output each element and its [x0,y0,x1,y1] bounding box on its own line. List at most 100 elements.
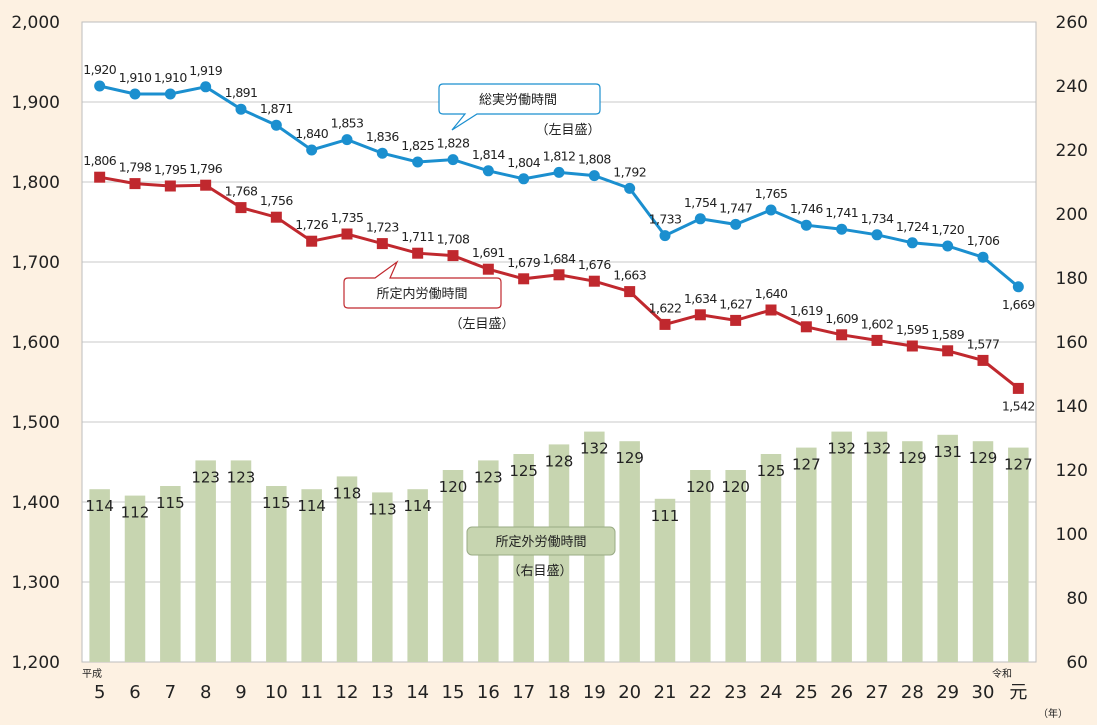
total-hours-point [800,219,812,231]
line-data-label: 1,806 [83,153,116,168]
scheduled-hours-point [977,354,989,366]
line-data-label: 1,706 [967,233,1000,248]
line-data-label: 1,808 [578,152,611,167]
line-data-label: 1,634 [684,291,717,306]
overtime-bars [89,431,1029,662]
overtime-bar [442,470,464,662]
overtime-bar [336,476,358,662]
total-hours-point [588,170,600,182]
scheduled-hours-point [588,275,600,287]
callout-overtime-hours: 所定外労働時間 （右目盛） [466,526,616,579]
overtime-bar [372,492,393,662]
overtime-bar [478,460,499,662]
era-start-label: 平成 [82,668,102,680]
x-tick-label: 19 [583,682,606,703]
scheduled-hours-point [129,178,141,190]
overtime-bar [831,431,852,662]
total-hours-point [376,147,388,159]
left-tick-label: 1,700 [11,253,60,273]
overtime-bar-label: 123 [227,468,256,486]
total-hours-point [942,240,954,252]
overtime-bar [89,489,110,662]
x-tick-label: 16 [477,682,500,703]
x-tick-label: 20 [618,682,641,703]
total-hours-point [836,223,848,235]
total-hours-point [306,144,318,156]
line-data-label: 1,814 [472,147,505,162]
x-tick-label: 30 [972,682,995,703]
total-hours-point [977,251,989,263]
overtime-bar-label: 127 [1004,456,1033,474]
callout-total-hours-title: 総実労働時間 [479,92,557,108]
scheduled-hours-point [270,211,282,223]
x-tick-label: 28 [901,682,924,703]
total-hours-point [1012,281,1024,293]
line-data-label: 1,804 [507,155,540,170]
scheduled-hours-point [447,250,459,262]
overtime-bar [866,431,888,662]
callout-scheduled-hours: 所定内労働時間 （左目盛） [343,260,515,332]
overtime-bar-label: 129 [969,449,998,467]
line-data-label: 1,910 [154,70,187,85]
callout-total-hours-axis-note: （左目盛） [535,123,600,138]
overtime-bar-label: 129 [615,449,644,467]
right-tick-label: 100 [1056,525,1088,545]
x-tick-label: 11 [300,682,323,703]
x-tick-label: 17 [512,682,535,703]
scheduled-hours-point [553,269,565,281]
line-data-label: 1,622 [649,300,682,315]
line-data-label: 1,663 [613,268,646,283]
line-data-label: 1,619 [790,303,823,318]
line-data-label: 1,726 [295,217,328,232]
right-tick-label: 200 [1056,205,1088,225]
scheduled-hours-point [659,318,671,330]
line-data-label: 1,840 [295,126,328,141]
line-data-label: 1,768 [225,184,258,199]
overtime-bar [301,489,322,662]
callout-overtime-hours-axis-note: （右目盛） [507,564,572,579]
x-tick-label: 14 [406,682,429,703]
x-tick-label: 18 [548,682,571,703]
line-data-label: 1,577 [967,336,1000,351]
right-axis-ticks: 60 80 100 120 140 160 180 200 220 240 260 [1056,13,1088,673]
left-tick-label: 2,000 [11,13,60,33]
line-data-label: 1,796 [189,161,222,176]
overtime-bar-label: 114 [297,497,326,515]
overtime-bar [690,470,711,662]
line-data-label: 1,640 [755,286,788,301]
line-data-label: 1,756 [260,193,293,208]
scheduled-hours-point [694,309,706,321]
x-tick-label: 27 [866,682,889,703]
total-hours-point [694,213,706,225]
total-hours-point [164,88,176,100]
overtime-bar-label: 132 [580,440,609,458]
line-data-label: 1,691 [472,245,505,260]
line-data-label: 1,765 [755,186,788,201]
x-tick-label: 26 [830,682,853,703]
total-hours-point [412,156,424,168]
right-tick-label: 160 [1056,333,1088,353]
total-hours-point [624,182,636,194]
x-tick-label: 23 [724,682,747,703]
scheduled-hours-point [341,228,353,240]
line-data-label: 1,825 [401,138,434,153]
scheduled-hours-point [518,273,530,285]
left-tick-label: 1,800 [11,173,60,193]
right-tick-label: 120 [1056,461,1088,481]
right-tick-label: 80 [1066,589,1088,609]
overtime-bar-label: 112 [121,504,150,522]
line-data-label: 1,684 [543,251,576,266]
line-data-label: 1,724 [896,219,929,234]
right-tick-label: 260 [1056,13,1088,33]
line-data-label: 1,595 [896,322,929,337]
callout-overtime-hours-title: 所定外労働時間 [495,535,586,550]
overtime-bar-label: 120 [721,478,750,496]
scheduled-hours-point [942,345,954,357]
line-data-label: 1,542 [1002,398,1035,413]
x-tick-label: 25 [795,682,818,703]
total-hours-point [659,230,671,242]
left-axis-ticks: 1,200 1,300 1,400 1,500 1,600 1,700 1,800 1,900… [11,13,60,673]
total-hours-point [553,166,565,178]
callout-scheduled-hours-axis-note: （左目盛） [449,317,514,332]
x-tick-label: 5 [94,682,105,703]
